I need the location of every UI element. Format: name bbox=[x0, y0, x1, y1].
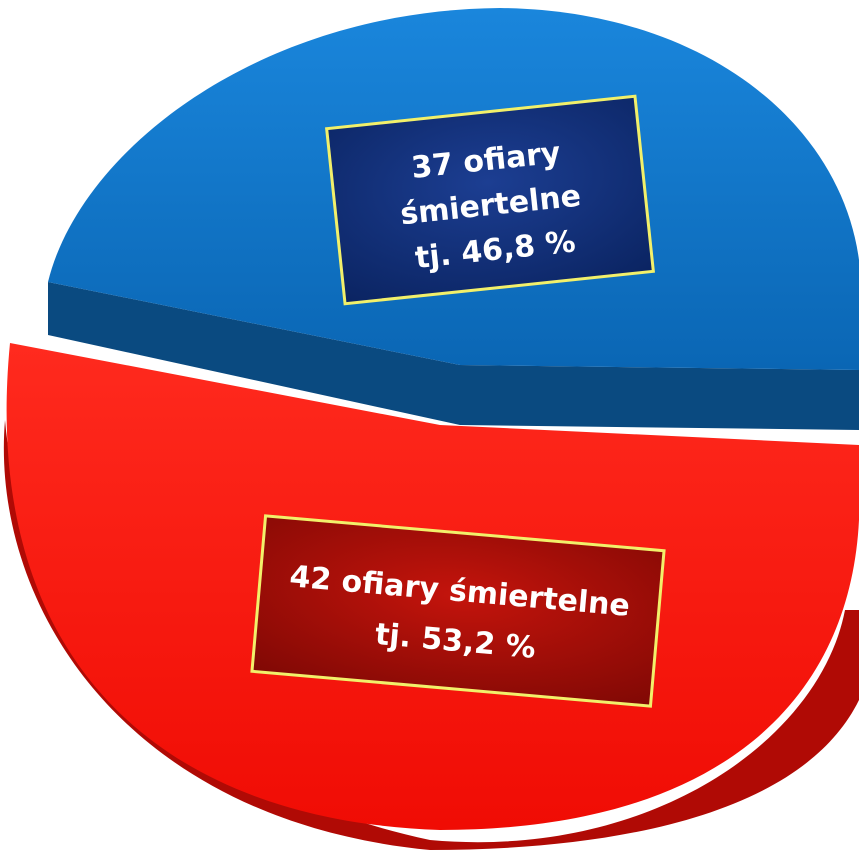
slice-label-red: 42 ofiary śmiertelne tj. 53,2 % bbox=[250, 514, 666, 708]
slice-label-red-box bbox=[250, 514, 666, 708]
pie-slice-blue-side bbox=[48, 282, 859, 430]
slice-label-blue-box bbox=[325, 94, 655, 306]
slice-label-blue: 37 ofiary śmiertelne tj. 46,8 % bbox=[325, 94, 655, 306]
